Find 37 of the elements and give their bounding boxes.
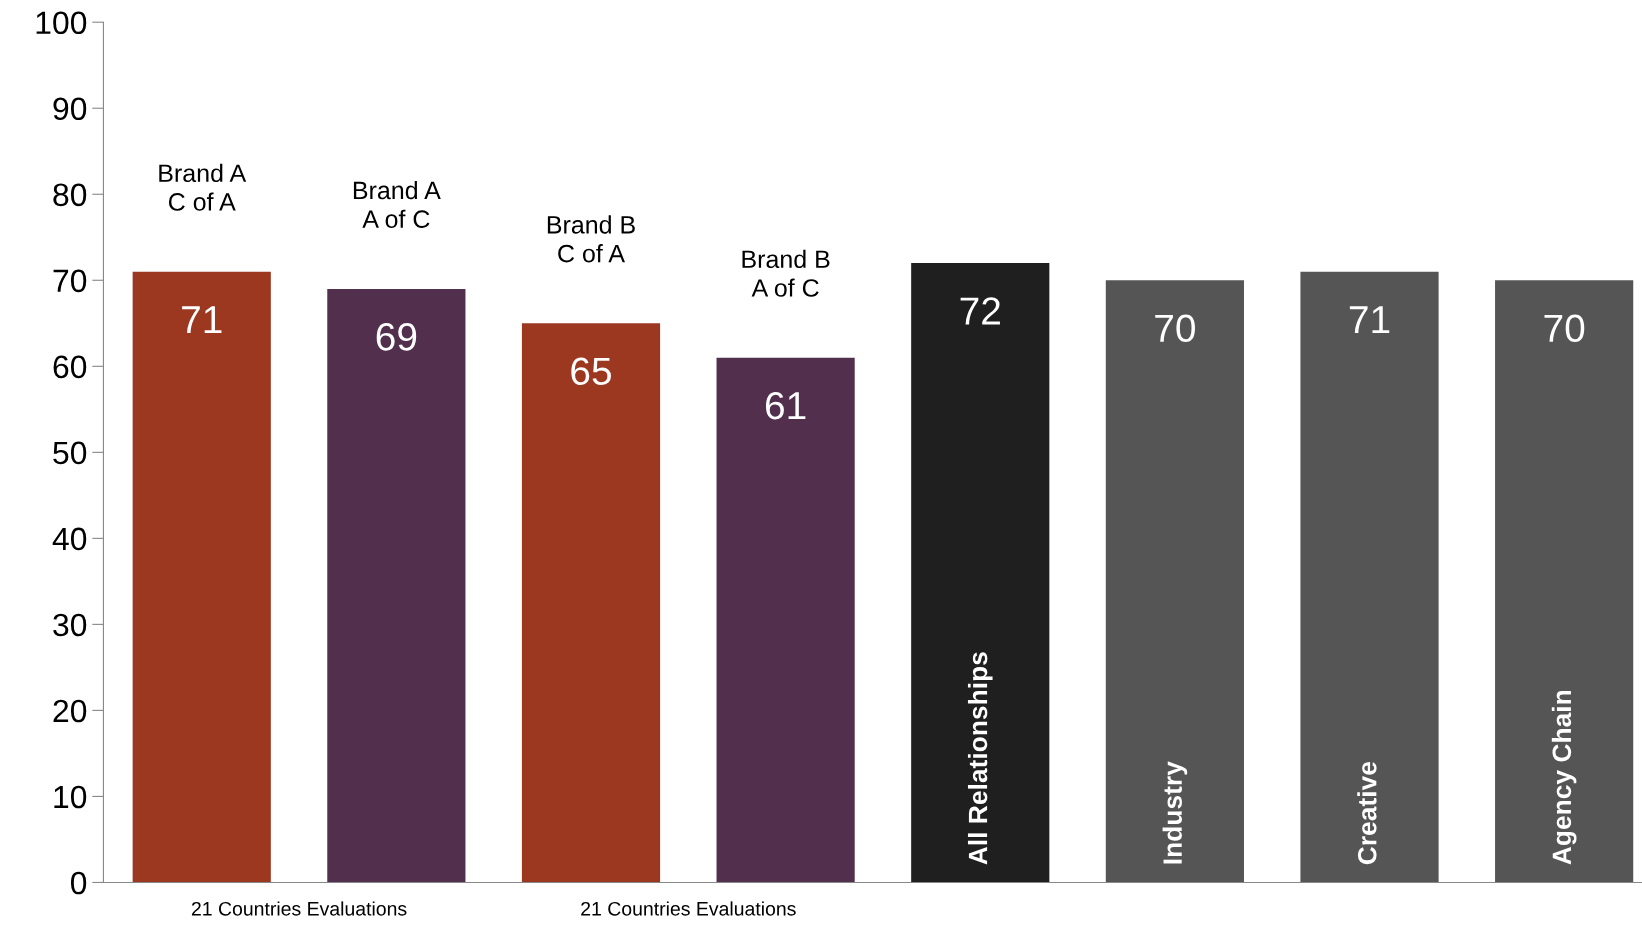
data-label: 70 (1544, 314, 1585, 343)
x-tick-label: Brand B C of A (547, 215, 635, 263)
text: 21 Countries Evaluations (191, 901, 407, 916)
data-label: 71 (1349, 306, 1390, 334)
bar (911, 263, 1050, 883)
y-tick-label: 40 (52, 527, 87, 551)
data-label: 71 (182, 306, 222, 334)
y-tick-label: 10 (54, 785, 87, 809)
data-label: 61 (765, 391, 806, 420)
x-tick-label: Brand B A of C (742, 249, 830, 297)
bar (521, 323, 661, 883)
bar (132, 271, 271, 883)
data-label: 69 (376, 323, 417, 351)
y-tick-label: 50 (53, 441, 87, 465)
y-tick-label: 100 (36, 11, 87, 35)
bar (327, 288, 466, 883)
y-tick-label: 90 (53, 97, 87, 121)
bar (1300, 271, 1439, 883)
x-tick-label: Industry (1162, 761, 1188, 864)
x-tick-label: Brand A A of C (353, 180, 441, 229)
y-tick-label: 80 (53, 183, 87, 207)
data-label: 70 (1155, 314, 1195, 343)
text: 21 Countries Evaluations (581, 901, 796, 916)
bar (716, 357, 855, 883)
x-tick-label: Creative (1357, 761, 1377, 865)
y-tick-label: 70 (53, 269, 87, 293)
data-label: 72 (960, 297, 1000, 325)
y-tick-label: 0 (70, 871, 87, 895)
y-tick-label: 20 (53, 699, 87, 723)
y-tick-label: 60 (53, 355, 87, 379)
bar (1105, 280, 1244, 883)
x-tick-label: Brand A C of A (159, 163, 247, 211)
y-tick-label: 30 (53, 613, 87, 637)
x-tick-label: All Relationships (967, 652, 993, 865)
x-tick-label: Agency Chain (1551, 690, 1577, 865)
data-label: 65 (571, 357, 611, 386)
bar (1495, 280, 1634, 883)
